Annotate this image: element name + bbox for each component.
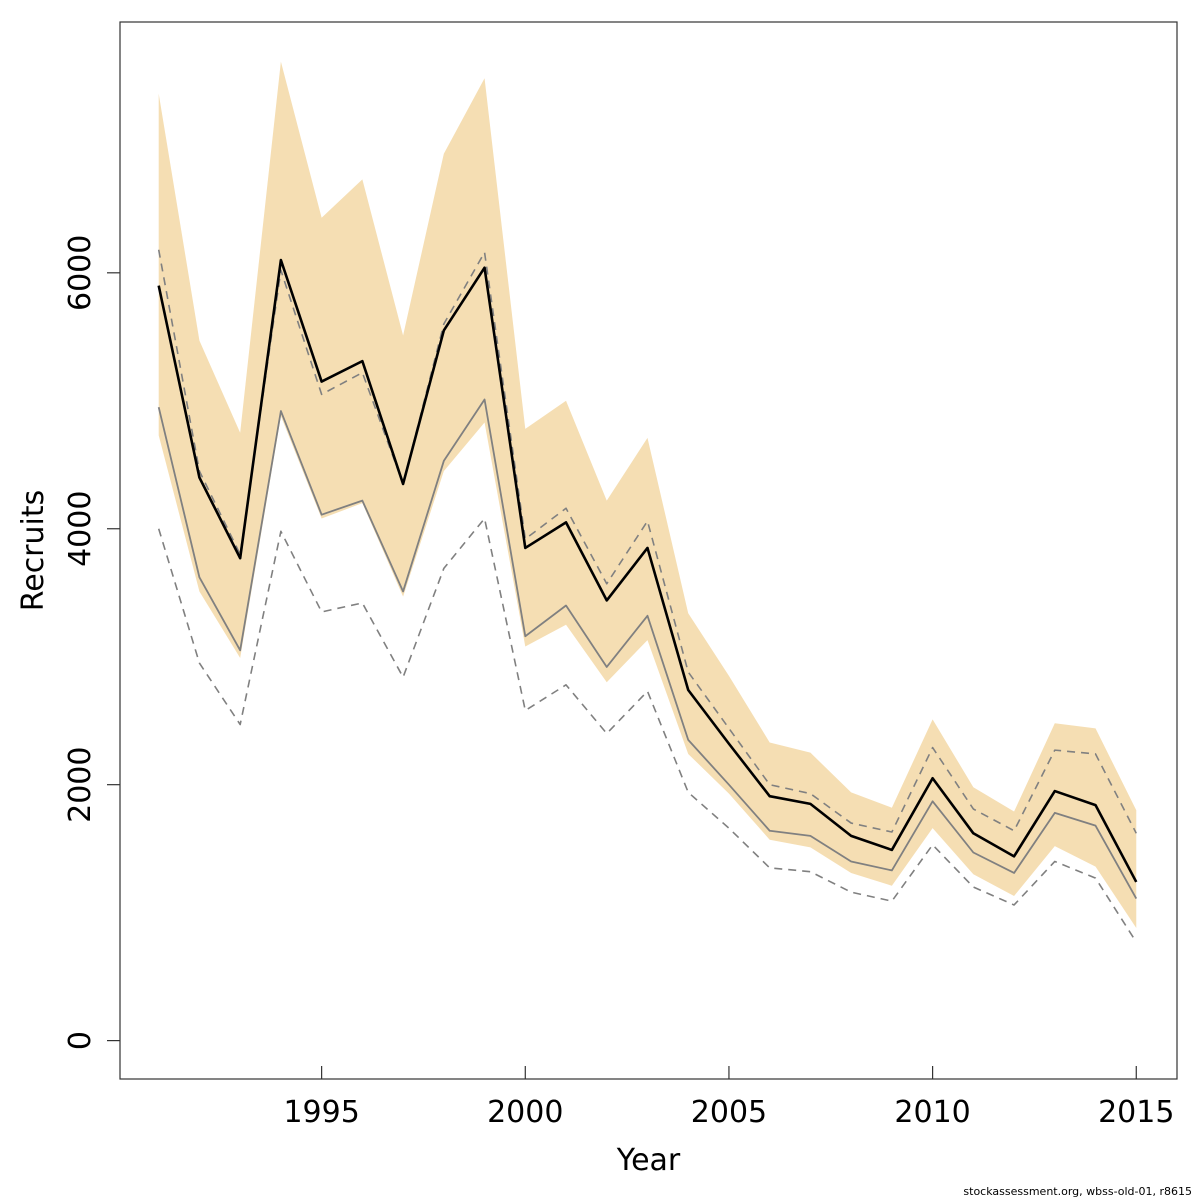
- x-tick-label-2015: 2015: [1098, 1095, 1174, 1130]
- y-tick-label-0: 0: [63, 1031, 98, 1050]
- y-tick-label-6000: 6000: [63, 235, 98, 311]
- secondary-estimate-line: [157, 398, 1138, 900]
- x-axis-title: Year: [616, 1143, 681, 1178]
- footer-source-note: stockassessment.org, wbss-old-01, r8615: [963, 1185, 1192, 1198]
- confidence-band-layer: [158, 61, 1137, 928]
- x-tick-label-2005: 2005: [691, 1095, 767, 1130]
- y-axis-title: Recruits: [16, 490, 51, 612]
- y-tick-label-4000: 4000: [63, 491, 98, 567]
- confidence-band: [158, 61, 1137, 928]
- x-axis: 1995 2000 2005 2010 2015: [283, 1066, 1174, 1130]
- y-axis: 0 2000 4000 6000: [63, 235, 120, 1050]
- main-estimate-line: [157, 258, 1138, 883]
- x-tick-label-1995: 1995: [283, 1095, 359, 1130]
- y-tick-label-2000: 2000: [63, 746, 98, 822]
- x-tick-label-2010: 2010: [894, 1095, 970, 1130]
- x-tick-label-2000: 2000: [487, 1095, 563, 1130]
- dashed-upper-line: [157, 249, 1137, 834]
- series-lines-layer: [157, 249, 1138, 943]
- plot-frame: [119, 21, 1178, 1080]
